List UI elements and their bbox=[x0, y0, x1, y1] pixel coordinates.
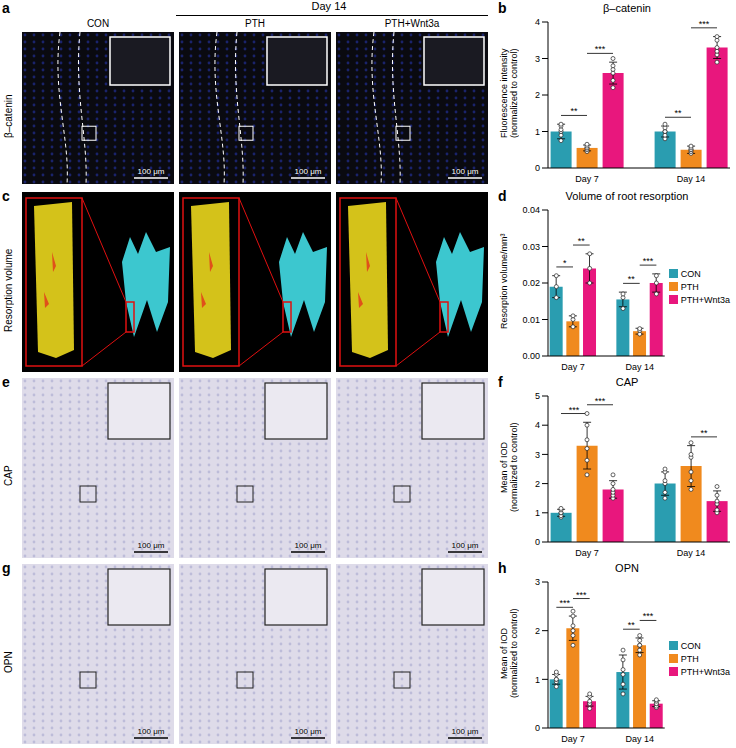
svg-text:***: *** bbox=[595, 44, 606, 54]
svg-text:100 μm: 100 μm bbox=[452, 727, 479, 736]
html-text:c: c bbox=[2, 188, 10, 204]
svg-text:***: *** bbox=[595, 396, 606, 406]
html-text:f: f bbox=[498, 374, 503, 390]
svg-text:*: * bbox=[563, 258, 567, 268]
html-text:CON: CON bbox=[680, 268, 701, 279]
svg-text:***: *** bbox=[643, 611, 654, 621]
html-text:CON: CON bbox=[86, 18, 110, 29]
svg-text:100 μm: 100 μm bbox=[295, 541, 322, 550]
svg-text:100 μm: 100 μm bbox=[138, 167, 165, 176]
svg-text:**: ** bbox=[628, 274, 636, 284]
svg-text:3: 3 bbox=[535, 54, 540, 64]
html-text:d: d bbox=[498, 188, 507, 204]
html-text:β–catenin: β–catenin bbox=[603, 2, 651, 14]
svg-text:Day 7: Day 7 bbox=[561, 362, 585, 372]
html-text:e: e bbox=[2, 374, 10, 390]
svg-text:Day 14: Day 14 bbox=[677, 548, 706, 558]
svg-text:0: 0 bbox=[535, 163, 540, 173]
html-text:Resorption volume/mm³: Resorption volume/mm³ bbox=[499, 233, 509, 329]
svg-text:100 μm: 100 μm bbox=[138, 541, 165, 550]
svg-text:Day 7: Day 7 bbox=[575, 174, 599, 184]
html-text:CAP: CAP bbox=[615, 376, 639, 388]
svg-text:***: *** bbox=[559, 598, 570, 608]
svg-text:4: 4 bbox=[535, 420, 540, 430]
svg-text:100 μm: 100 μm bbox=[138, 727, 165, 736]
html-text:Fluorescence intensity (normal: Fluorescence intensity (normalized to co… bbox=[499, 48, 519, 138]
svg-text:0.03: 0.03 bbox=[522, 242, 540, 252]
html-text:g: g bbox=[2, 560, 11, 576]
html-text:PTH: PTH bbox=[680, 653, 699, 664]
html-text:h: h bbox=[498, 560, 507, 576]
svg-text:1: 1 bbox=[535, 127, 540, 137]
svg-text:Day 7: Day 7 bbox=[561, 734, 585, 744]
html-text:Day 14: Day 14 bbox=[311, 0, 347, 12]
html-text:Mean of IOD (normalized to con: Mean of IOD (normalized to control) bbox=[499, 608, 519, 698]
svg-text:100 μm: 100 μm bbox=[295, 167, 322, 176]
svg-text:Day 14: Day 14 bbox=[677, 174, 706, 184]
svg-text:2: 2 bbox=[535, 626, 540, 636]
svg-text:0.02: 0.02 bbox=[522, 278, 540, 288]
svg-text:**: ** bbox=[570, 106, 578, 116]
html-text:OPN: OPN bbox=[615, 562, 639, 574]
html-text:Resorption volume: Resorption volume bbox=[3, 248, 14, 332]
svg-text:1: 1 bbox=[535, 508, 540, 518]
svg-text:**: ** bbox=[700, 428, 708, 438]
svg-text:100 μm: 100 μm bbox=[452, 541, 479, 550]
svg-text:**: ** bbox=[628, 620, 636, 630]
svg-text:0: 0 bbox=[535, 537, 540, 547]
html-text:β–catenin: β–catenin bbox=[3, 94, 14, 138]
svg-text:Day 14: Day 14 bbox=[625, 734, 654, 744]
svg-text:100 μm: 100 μm bbox=[295, 727, 322, 736]
html-text:OPN: OPN bbox=[3, 651, 14, 673]
html-text:b: b bbox=[498, 0, 507, 16]
svg-text:5: 5 bbox=[535, 391, 540, 401]
svg-text:**: ** bbox=[674, 108, 682, 118]
svg-text:***: *** bbox=[569, 405, 580, 415]
svg-text:2: 2 bbox=[535, 90, 540, 100]
svg-text:***: *** bbox=[576, 590, 587, 600]
svg-text:Day 7: Day 7 bbox=[575, 548, 599, 558]
svg-text:1: 1 bbox=[535, 675, 540, 685]
html-text:PTH+Wnt3a: PTH+Wnt3a bbox=[680, 294, 730, 305]
html-text:PTH: PTH bbox=[680, 281, 699, 292]
svg-text:3: 3 bbox=[535, 450, 540, 460]
svg-text:***: *** bbox=[643, 256, 654, 266]
svg-text:2: 2 bbox=[535, 479, 540, 489]
html-text:CON: CON bbox=[680, 640, 701, 651]
html-text:a: a bbox=[2, 0, 10, 16]
svg-text:100 μm: 100 μm bbox=[452, 167, 479, 176]
html-text:PTH+Wnt3a: PTH+Wnt3a bbox=[680, 666, 730, 677]
html-text:PTH: PTH bbox=[245, 18, 265, 29]
svg-text:0: 0 bbox=[535, 723, 540, 733]
html-text:CAP: CAP bbox=[3, 465, 14, 487]
svg-text:**: ** bbox=[578, 236, 586, 246]
html-text:Volume of root resorption: Volume of root resorption bbox=[565, 190, 689, 202]
html-text:Mean of IOD (normalized to con: Mean of IOD (normalized to control) bbox=[499, 422, 519, 512]
svg-text:***: *** bbox=[699, 19, 710, 29]
html-text:PTH+Wnt3a: PTH+Wnt3a bbox=[384, 18, 440, 29]
svg-text:0.00: 0.00 bbox=[522, 351, 540, 361]
svg-text:3: 3 bbox=[535, 577, 540, 587]
svg-text:0.01: 0.01 bbox=[522, 315, 540, 325]
svg-text:4: 4 bbox=[535, 17, 540, 27]
svg-text:0.04: 0.04 bbox=[522, 205, 540, 215]
svg-text:Day 14: Day 14 bbox=[625, 362, 654, 372]
